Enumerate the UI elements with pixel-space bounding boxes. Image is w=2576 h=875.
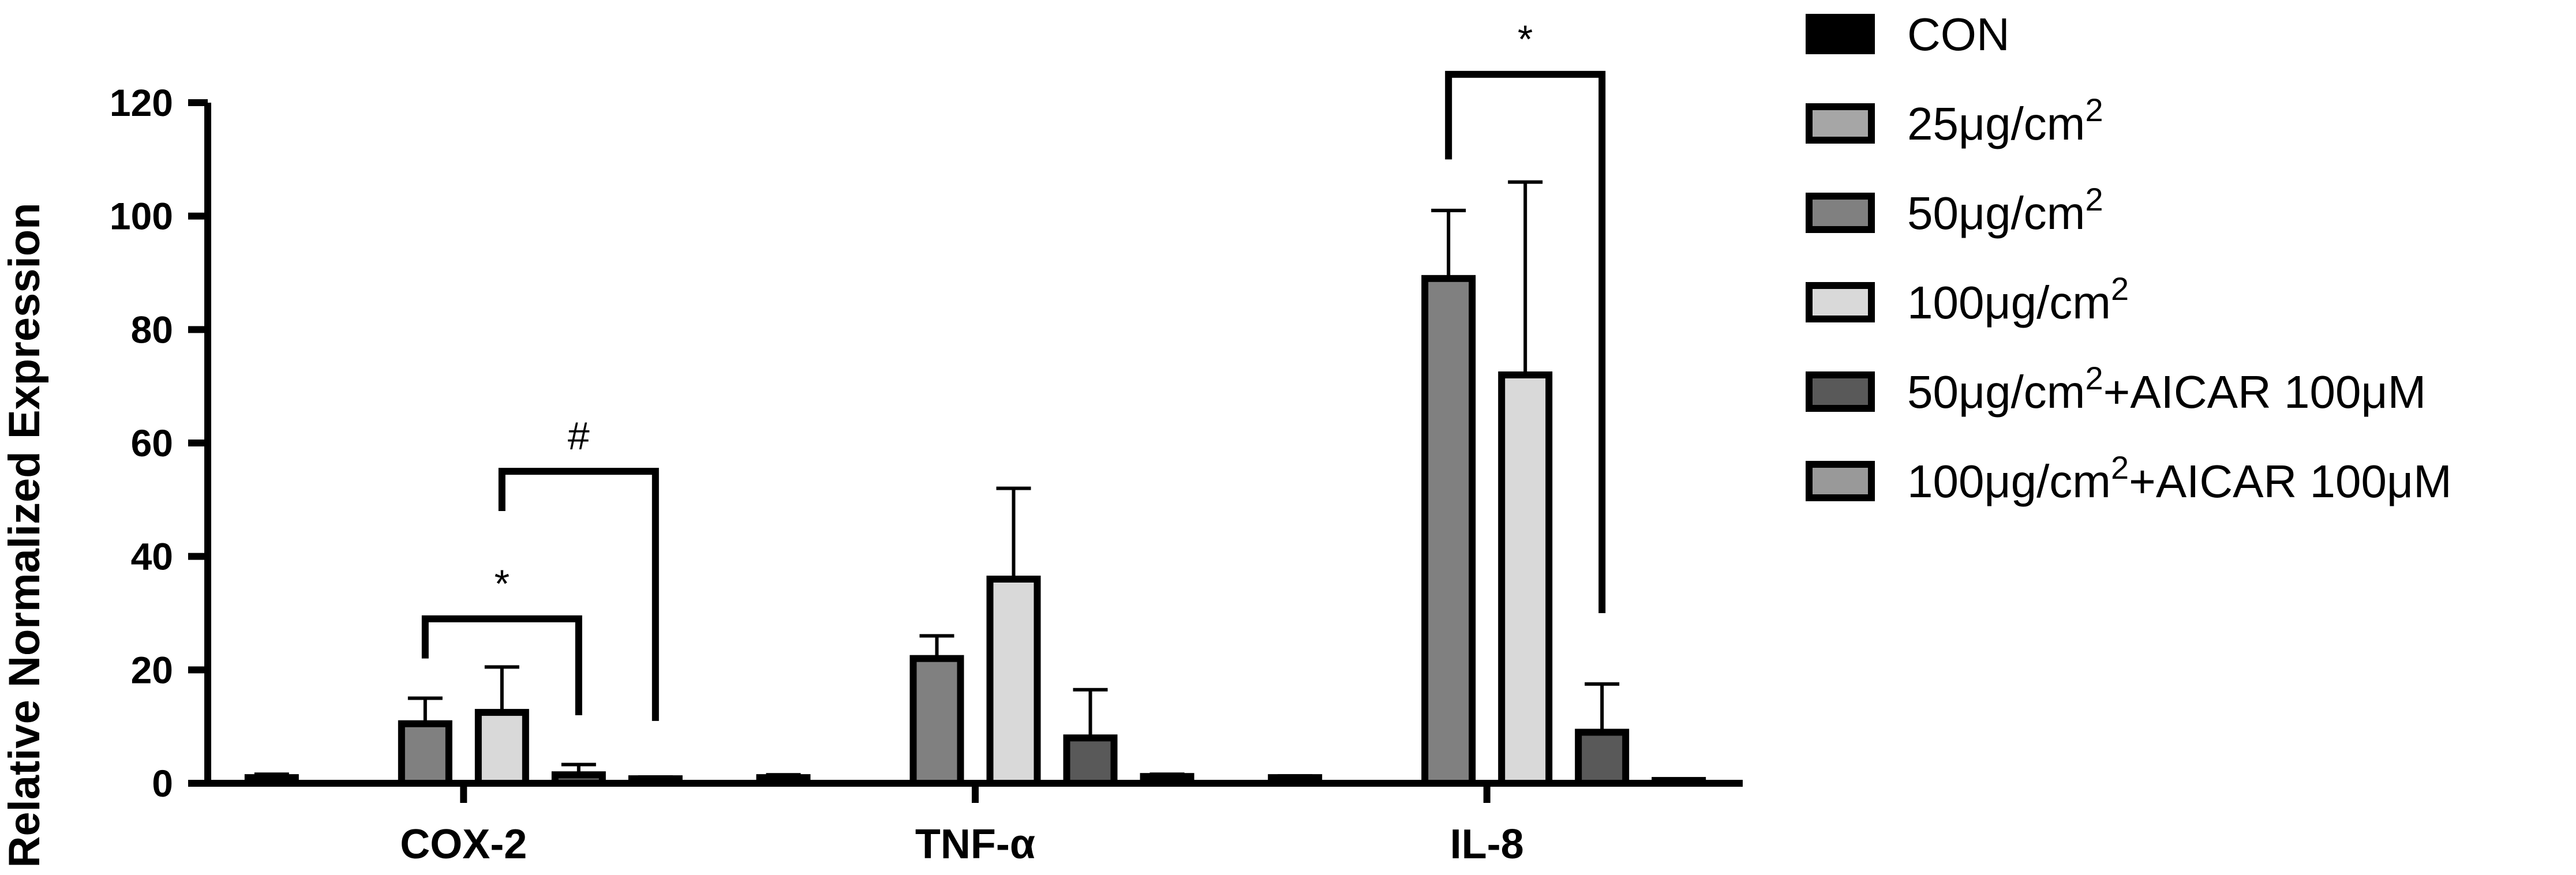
significance-bracket-2	[498, 468, 659, 721]
bar-50-g-cm2-tnf	[909, 655, 964, 787]
legend-label-50-g-cm2: 50μg/cm2	[1907, 181, 2103, 239]
significance-bracket-3	[1445, 70, 1606, 613]
legend-swatch-100-g-cm2	[1806, 282, 1875, 322]
significance-label-3: *	[1518, 17, 1533, 61]
bar-50-g-cm2-aicar-100-m-il-8	[1575, 728, 1630, 787]
y-tick-label-80: 80	[131, 308, 173, 351]
legend-swatch-50-g-cm2	[1806, 193, 1875, 233]
bar-100-g-cm2-tnf	[986, 576, 1041, 787]
legend-label-25-g-cm2: 25μg/cm2	[1907, 92, 2103, 149]
legend-label-con: CON	[1907, 9, 2010, 60]
bar-50-g-cm2-aicar-100-m-tnf	[1063, 734, 1118, 787]
x-tick-label-tnf: TNF-α	[915, 821, 1035, 868]
significance-label-1: *	[495, 562, 510, 606]
x-tick-label-il-8: IL-8	[1450, 821, 1524, 868]
legend-swatch-con	[1806, 14, 1875, 54]
legend-swatch-25-g-cm2	[1806, 103, 1875, 144]
bar-100-g-cm2-cox-2	[474, 709, 529, 787]
y-tick-label-40: 40	[131, 535, 173, 578]
significance-label-2: #	[568, 414, 590, 458]
legend-label-50-g-cm2-aicar-100-m: 50μg/cm2+AICAR 100μM	[1907, 360, 2426, 418]
significance-bracket-1	[421, 615, 582, 715]
y-tick-label-120: 120	[110, 81, 173, 124]
y-tick-label-100: 100	[110, 195, 173, 238]
x-tick-label-cox-2: COX-2	[400, 821, 527, 868]
axes: 0 20 40 60 80 100 120 COX-2 TNF-α IL-8 Relative No…	[0, 81, 1743, 868]
legend-swatch-50-g-cm2-aicar-100-m	[1806, 371, 1875, 412]
legend-swatch-100-g-cm2-aicar-100-m	[1806, 461, 1875, 501]
y-axis-label: Relative Normalized Expression	[0, 202, 49, 868]
legend-label-100-g-cm2-aicar-100-m: 100μg/cm2+AICAR 100μM	[1907, 449, 2452, 507]
plot-area: * # *	[244, 17, 1706, 787]
y-tick-label-0: 0	[152, 762, 173, 805]
bar-50-g-cm2-il-8	[1421, 275, 1476, 787]
y-tick-label-60: 60	[131, 422, 173, 464]
legend: CON 25μg/cm2 50μg/cm2 100μg/cm2 50μg/cm2+AIC…	[1806, 9, 2452, 507]
y-tick-label-20: 20	[131, 648, 173, 691]
bar-100-g-cm2-il-8	[1498, 371, 1553, 787]
bar-50-g-cm2-cox-2	[398, 720, 452, 787]
legend-label-100-g-cm2: 100μg/cm2	[1907, 271, 2129, 328]
